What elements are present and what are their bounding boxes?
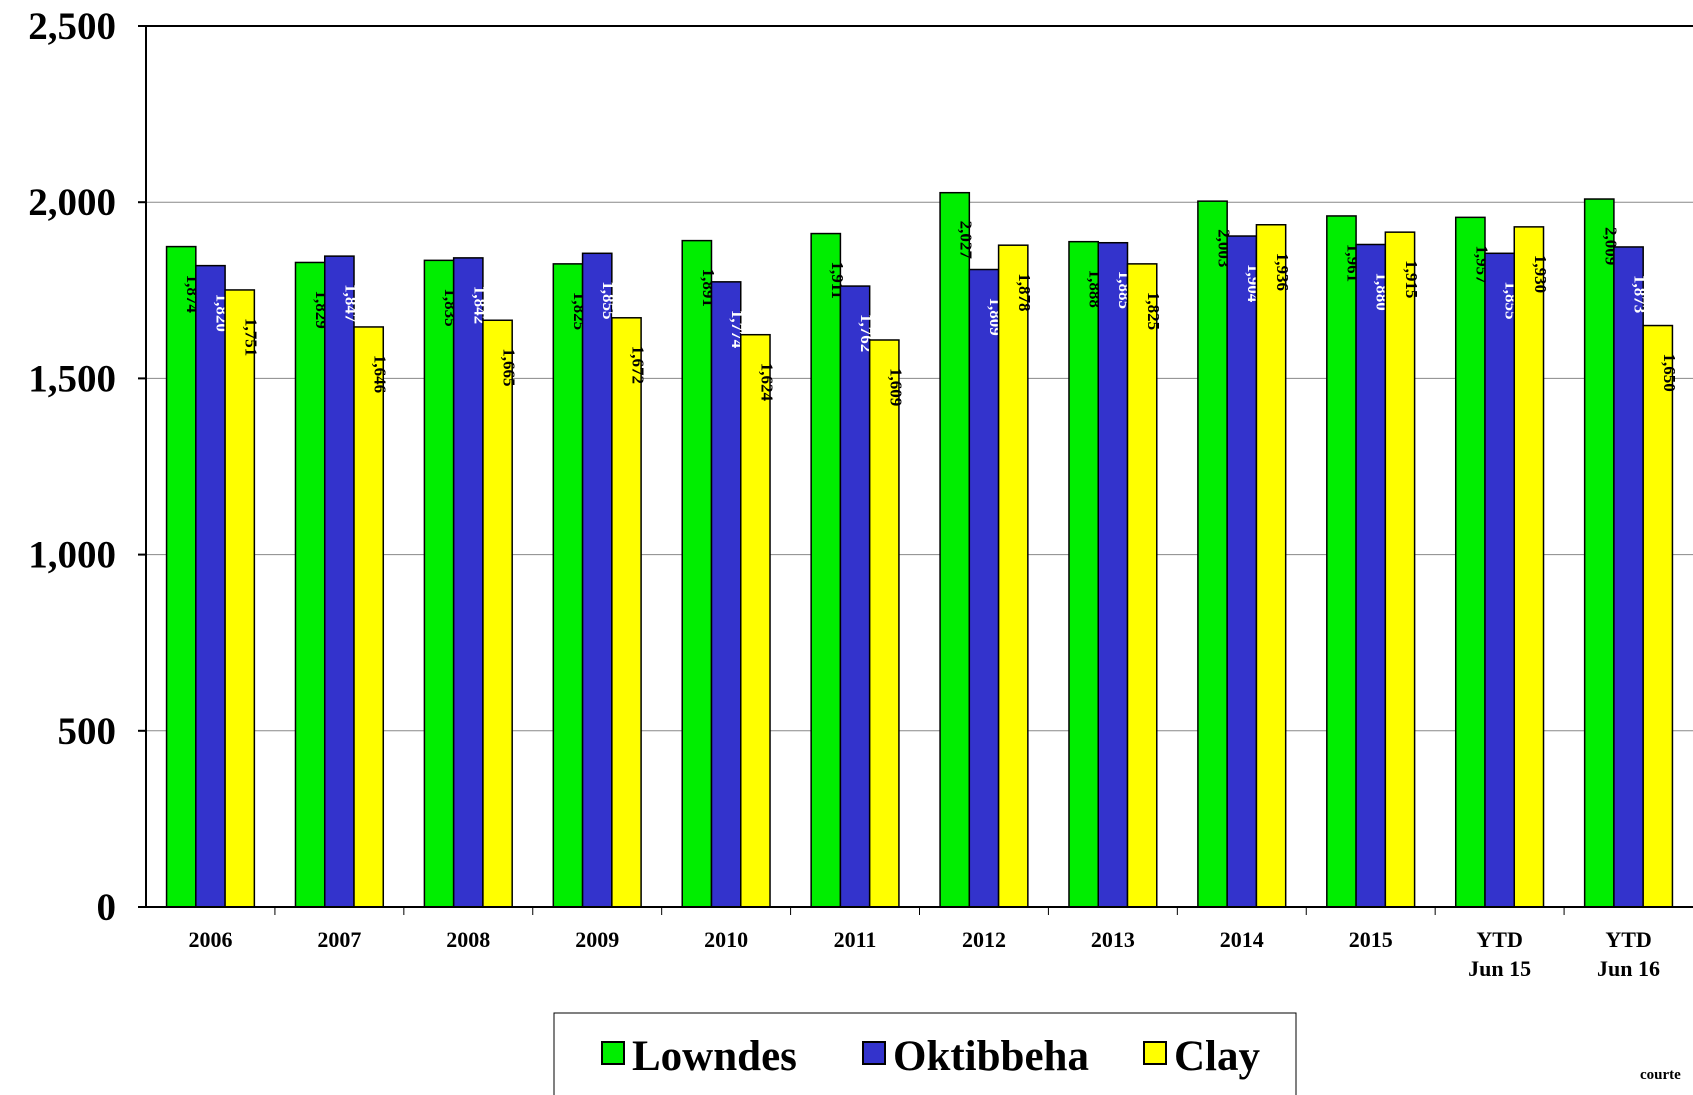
bar (165, 245, 197, 908)
value-label: 1,609 (886, 368, 905, 406)
bar (1484, 252, 1516, 908)
bar (1068, 240, 1099, 908)
bar (710, 281, 742, 908)
value-label: 1,825 (1144, 292, 1163, 330)
x-tick-label: 2015 (1349, 927, 1393, 952)
y-tick-label: 1,000 (28, 534, 116, 577)
bar (1097, 241, 1129, 908)
y-tick-label: 1,500 (28, 357, 116, 400)
bar (868, 339, 900, 908)
bar (552, 263, 584, 908)
x-tick-label: 2014 (1220, 927, 1264, 952)
legend-swatch (862, 1041, 886, 1065)
x-tick-label-line: 2006 (188, 927, 232, 952)
bar (1355, 243, 1387, 908)
x-tick-label: 2006 (188, 927, 232, 952)
x-tick-label: 2009 (575, 927, 619, 952)
value-label: 1,650 (1660, 354, 1679, 392)
x-tick-label-line: 2013 (1091, 927, 1135, 952)
bar (740, 333, 771, 908)
bar (1454, 216, 1486, 908)
x-tick-label-line: YTD (1605, 927, 1651, 952)
bar (1613, 246, 1644, 908)
x-tick-label-line: 2012 (962, 927, 1006, 952)
bar (968, 268, 1000, 908)
y-tick-label: 2,000 (28, 181, 116, 224)
value-label: 1,665 (500, 348, 519, 386)
bar (1197, 200, 1228, 908)
y-tick-label: 0 (97, 886, 117, 929)
legend-swatch (1143, 1041, 1167, 1065)
x-tick-label-line: 2009 (575, 927, 619, 952)
value-label: 1,936 (1273, 253, 1292, 291)
x-tick-label-line: YTD (1476, 927, 1522, 952)
bar (353, 326, 385, 908)
x-tick-label: 2008 (446, 927, 490, 952)
legend-label: Lowndes (632, 1033, 797, 1080)
bar (1226, 235, 1258, 908)
bar (1255, 224, 1287, 908)
value-label: 1,873 (1631, 275, 1650, 313)
value-label: 1,751 (242, 318, 261, 356)
value-label: 1,842 (470, 286, 489, 324)
bar (452, 257, 484, 908)
x-tick-label: 2012 (962, 927, 1006, 952)
bar (323, 255, 355, 908)
x-tick-label-line: Jun 16 (1597, 956, 1660, 981)
bar (482, 319, 513, 908)
value-label: 1,930 (1531, 255, 1550, 293)
legend-swatch (601, 1041, 625, 1065)
bar (839, 285, 871, 908)
legend-box (553, 1012, 1297, 1095)
bar (810, 232, 842, 908)
y-tick-label: 2,500 (28, 5, 116, 48)
bar (939, 191, 971, 908)
value-label: 1,672 (628, 346, 647, 384)
legend-label: Oktibbeha (893, 1033, 1089, 1080)
x-tick-label-line: Jun 15 (1468, 956, 1531, 981)
bar (681, 239, 713, 908)
x-tick-label: 2011 (834, 927, 877, 952)
value-label: 1,878 (1015, 273, 1034, 311)
value-label: 1,624 (757, 363, 776, 402)
bar (581, 252, 613, 908)
bar (611, 317, 642, 908)
bar (1642, 324, 1674, 908)
value-label: 2,027 (957, 221, 976, 260)
x-tick-label: YTD Jun 15 (1468, 927, 1531, 981)
x-tick-label: 2013 (1091, 927, 1135, 952)
x-tick-label: 2010 (704, 927, 748, 952)
bar (1583, 198, 1615, 908)
x-tick-label-line: 2014 (1220, 927, 1264, 952)
bar (1384, 231, 1416, 908)
bar (294, 261, 326, 908)
value-label: 1,646 (371, 355, 390, 393)
x-tick-label: 2007 (317, 927, 361, 952)
bar (1326, 215, 1357, 908)
value-label: 1,915 (1402, 260, 1421, 298)
x-tick-label: YTD Jun 16 (1597, 927, 1660, 981)
bar (1513, 226, 1545, 908)
bar (423, 259, 455, 908)
y-tick-label: 500 (58, 710, 117, 753)
bar (997, 244, 1029, 908)
bar (224, 289, 256, 908)
x-tick-label-line: 2010 (704, 927, 748, 952)
bar (1126, 263, 1158, 908)
source-note: courte (1640, 1067, 1681, 1083)
bar (195, 264, 226, 908)
value-label: 1,855 (599, 281, 618, 319)
x-tick-label-line: 2007 (317, 927, 361, 952)
legend-label: Clay (1174, 1033, 1261, 1080)
x-tick-label-line: 2015 (1349, 927, 1393, 952)
x-tick-label-line: 2011 (834, 927, 877, 952)
x-tick-label-line: 2008 (446, 927, 490, 952)
value-label: 1,847 (341, 284, 360, 323)
